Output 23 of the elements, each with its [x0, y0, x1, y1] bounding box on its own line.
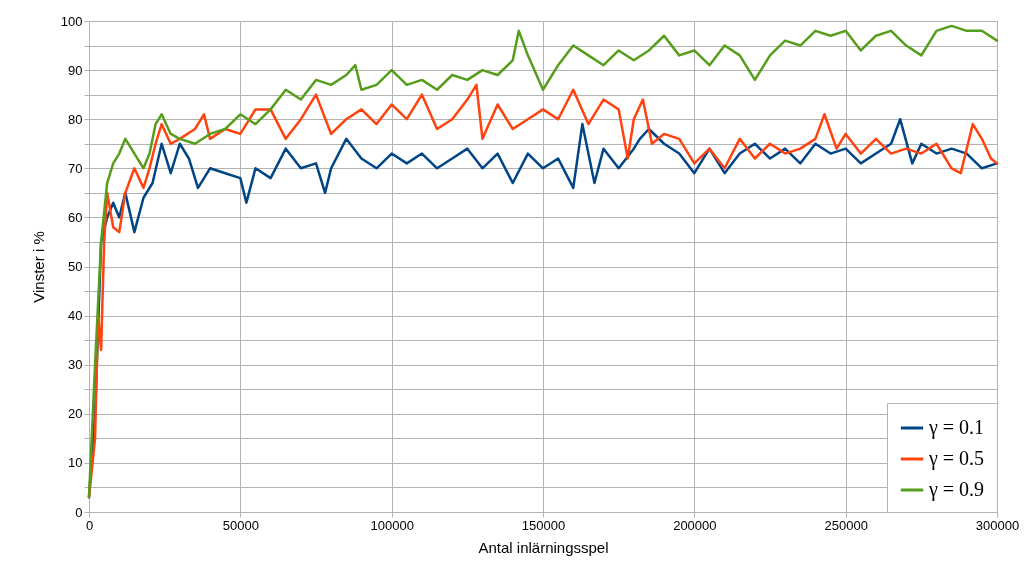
- y-tick-label: 20: [68, 406, 83, 422]
- x-tick-label: 150000: [521, 517, 566, 533]
- y-tick-label: 80: [68, 111, 83, 127]
- x-tick-label: 100000: [370, 517, 414, 533]
- x-tick-label: 250000: [824, 517, 868, 533]
- y-tick-label: 0: [75, 504, 83, 520]
- x-tick-label: 300000: [975, 517, 1020, 533]
- legend-label: γ = 0.9: [928, 478, 985, 501]
- y-axis-title: Vinster i %: [29, 231, 47, 303]
- x-tick-label: 0: [85, 517, 94, 533]
- x-tick-label: 50000: [222, 517, 259, 533]
- y-tick-label: 70: [68, 160, 83, 176]
- y-tick-label: 90: [68, 62, 83, 78]
- y-tick-label: 40: [68, 308, 83, 324]
- y-tick-label: 50: [68, 259, 83, 274]
- x-axis-title: Antal inlärningsspel: [478, 538, 609, 556]
- legend-label: γ = 0.1: [928, 416, 985, 439]
- y-tick-label: 100: [60, 13, 83, 29]
- y-tick-label: 30: [68, 357, 83, 373]
- y-tick-label: 10: [68, 455, 83, 471]
- legend-label: γ = 0.5: [928, 447, 985, 470]
- y-tick-label: 60: [68, 209, 83, 225]
- x-tick-label: 200000: [673, 517, 717, 533]
